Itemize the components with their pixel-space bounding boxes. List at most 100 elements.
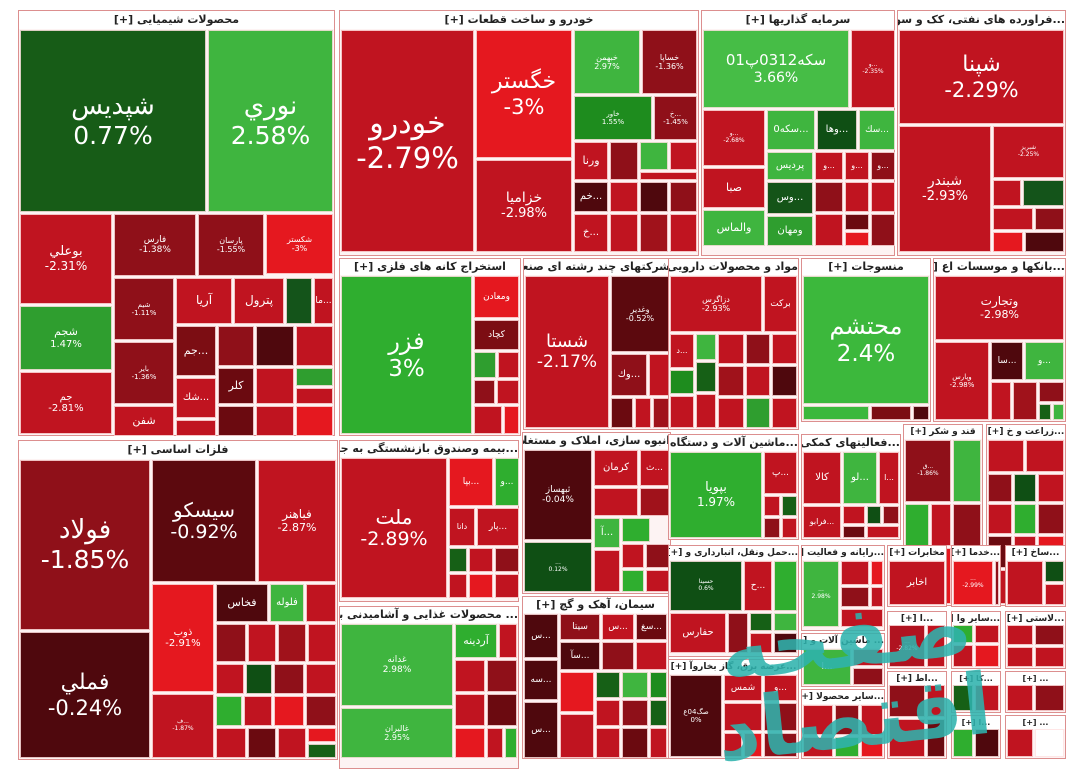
treemap-tile[interactable] <box>867 506 881 524</box>
treemap-tile[interactable] <box>306 696 336 726</box>
treemap-tile[interactable] <box>871 561 883 585</box>
treemap-tile[interactable] <box>594 550 620 592</box>
sector-header[interactable]: ...لاستی [+] <box>1006 612 1065 626</box>
sector-header[interactable]: ...فراورده های نفتی، کک و سوخ [+] <box>898 11 1065 29</box>
treemap-tile[interactable] <box>469 548 493 572</box>
treemap-tile[interactable] <box>845 182 869 212</box>
treemap-tile[interactable]: ...فرابو <box>803 506 841 538</box>
treemap-tile[interactable] <box>1014 474 1036 502</box>
treemap-tile[interactable] <box>841 587 869 607</box>
treemap-tile[interactable] <box>744 733 762 757</box>
sector-header[interactable]: مخابرات [+] <box>888 546 946 560</box>
treemap-tile[interactable]: ...س <box>524 702 558 758</box>
treemap-tile[interactable] <box>649 354 669 396</box>
sector-header[interactable]: سرمایه گذاریها [+] <box>702 11 894 29</box>
sector-header[interactable]: خودرو و ساخت قطعات [+] <box>340 11 698 29</box>
sector-header[interactable]: ...حمل ونقل، انبارداری و [+] <box>669 546 798 560</box>
treemap-tile[interactable] <box>772 398 797 428</box>
treemap-tile[interactable] <box>861 737 883 757</box>
treemap-tile[interactable] <box>308 624 336 662</box>
treemap-tile[interactable] <box>622 518 650 542</box>
sector-header[interactable]: مواد و محصولات دارویی [+] <box>669 259 798 275</box>
treemap-tile[interactable] <box>278 624 306 662</box>
treemap-tile[interactable]: ...بپا <box>449 458 493 506</box>
treemap-tile[interactable]: ...لو <box>843 452 877 504</box>
sector-header[interactable]: ... [+] <box>1006 672 1065 685</box>
sector-header[interactable]: استخراج کانه های فلزی [+] <box>340 259 520 275</box>
sector-header[interactable]: انبوه سازی، املاک و مستغلات [+] <box>523 433 670 449</box>
treemap-tile[interactable] <box>782 496 797 516</box>
treemap-tile[interactable]: وغدیر -0.52% <box>611 276 669 352</box>
treemap-tile[interactable] <box>650 672 667 698</box>
treemap-tile[interactable]: شپدیس 0.77% <box>20 30 206 212</box>
treemap-tile[interactable] <box>1023 180 1064 206</box>
treemap-tile[interactable] <box>176 420 216 436</box>
treemap-tile[interactable] <box>724 703 762 731</box>
treemap-tile[interactable] <box>610 214 638 252</box>
sector-header[interactable]: ...خدما [+] <box>952 546 1000 560</box>
treemap-tile[interactable] <box>1007 685 1033 711</box>
treemap-tile[interactable]: محتشم 2.4% <box>803 276 929 404</box>
treemap-tile[interactable] <box>1007 561 1043 605</box>
treemap-tile[interactable] <box>487 660 517 692</box>
treemap-tile[interactable] <box>764 733 797 757</box>
treemap-tile[interactable] <box>256 368 294 404</box>
treemap-tile[interactable]: خبهمن 2.97% <box>574 30 640 94</box>
treemap-tile[interactable]: ومهان <box>767 216 813 246</box>
treemap-tile[interactable]: شبندر -2.93% <box>899 126 991 252</box>
treemap-tile[interactable] <box>889 719 925 757</box>
treemap-tile[interactable]: ...ا <box>803 649 851 685</box>
treemap-tile[interactable] <box>861 705 883 735</box>
treemap-tile[interactable] <box>975 685 999 711</box>
treemap-tile[interactable] <box>296 368 333 386</box>
treemap-tile[interactable] <box>750 613 772 631</box>
treemap-tile[interactable] <box>750 633 772 653</box>
sector-header[interactable]: قند و شکر [+] <box>904 425 982 439</box>
treemap-tile[interactable] <box>993 232 1023 252</box>
treemap-tile[interactable]: پارسان -1.55% <box>198 214 264 276</box>
treemap-tile[interactable]: ...وس <box>767 182 813 214</box>
treemap-tile[interactable] <box>244 696 272 726</box>
treemap-tile[interactable]: ...س <box>524 614 558 658</box>
treemap-tile[interactable] <box>286 278 312 324</box>
treemap-tile[interactable]: حفارس <box>670 613 726 653</box>
treemap-tile[interactable]: ...و <box>764 675 797 701</box>
treemap-tile[interactable] <box>278 728 306 758</box>
treemap-tile[interactable] <box>975 625 999 643</box>
treemap-tile[interactable]: ...و <box>1025 342 1064 380</box>
treemap-tile[interactable] <box>718 398 744 428</box>
treemap-tile[interactable]: ...آ <box>594 518 620 548</box>
treemap-tile[interactable]: ...د <box>670 334 694 368</box>
treemap-tile[interactable]: ...پ <box>764 452 797 494</box>
treemap-tile[interactable]: ...سآ <box>560 642 600 670</box>
treemap-tile[interactable] <box>670 142 697 170</box>
treemap-tile[interactable]: بوعلي -2.31% <box>20 214 112 304</box>
treemap-tile[interactable] <box>975 729 999 757</box>
treemap-tile[interactable]: کچاد <box>474 320 519 350</box>
treemap-tile[interactable]: فارس -1.38% <box>114 214 196 276</box>
treemap-tile[interactable] <box>596 700 620 726</box>
treemap-tile[interactable] <box>455 728 485 758</box>
treemap-tile[interactable]: آردینه <box>455 624 497 658</box>
treemap-tile[interactable]: ...جم <box>176 326 216 376</box>
treemap-tile[interactable]: ...ف -1.87% <box>152 694 214 758</box>
treemap-tile[interactable]: خگستر -3% <box>476 30 572 158</box>
treemap-tile[interactable]: ...سغ <box>636 614 667 640</box>
treemap-tile[interactable]: شیم -1.11% <box>114 278 174 340</box>
treemap-tile[interactable]: حسینا 0.6% <box>670 561 742 611</box>
treemap-tile[interactable]: ...ح <box>744 561 772 611</box>
treemap-tile[interactable] <box>871 182 895 212</box>
treemap-tile[interactable]: وتجارت -2.98% <box>935 276 1064 340</box>
treemap-tile[interactable] <box>1038 474 1064 502</box>
treemap-tile[interactable] <box>474 352 496 378</box>
treemap-tile[interactable] <box>646 544 669 568</box>
treemap-tile[interactable] <box>670 214 697 252</box>
treemap-tile[interactable]: فزر 3% <box>341 276 472 434</box>
treemap-tile[interactable] <box>622 728 648 758</box>
treemap-tile[interactable] <box>841 561 869 585</box>
treemap-tile[interactable] <box>746 398 770 428</box>
sector-header[interactable]: ...بانکها و موسسات اع [+] <box>934 259 1065 275</box>
treemap-tile[interactable]: ...سا <box>991 342 1023 380</box>
treemap-tile[interactable] <box>774 613 797 631</box>
treemap-tile[interactable] <box>1035 208 1064 230</box>
